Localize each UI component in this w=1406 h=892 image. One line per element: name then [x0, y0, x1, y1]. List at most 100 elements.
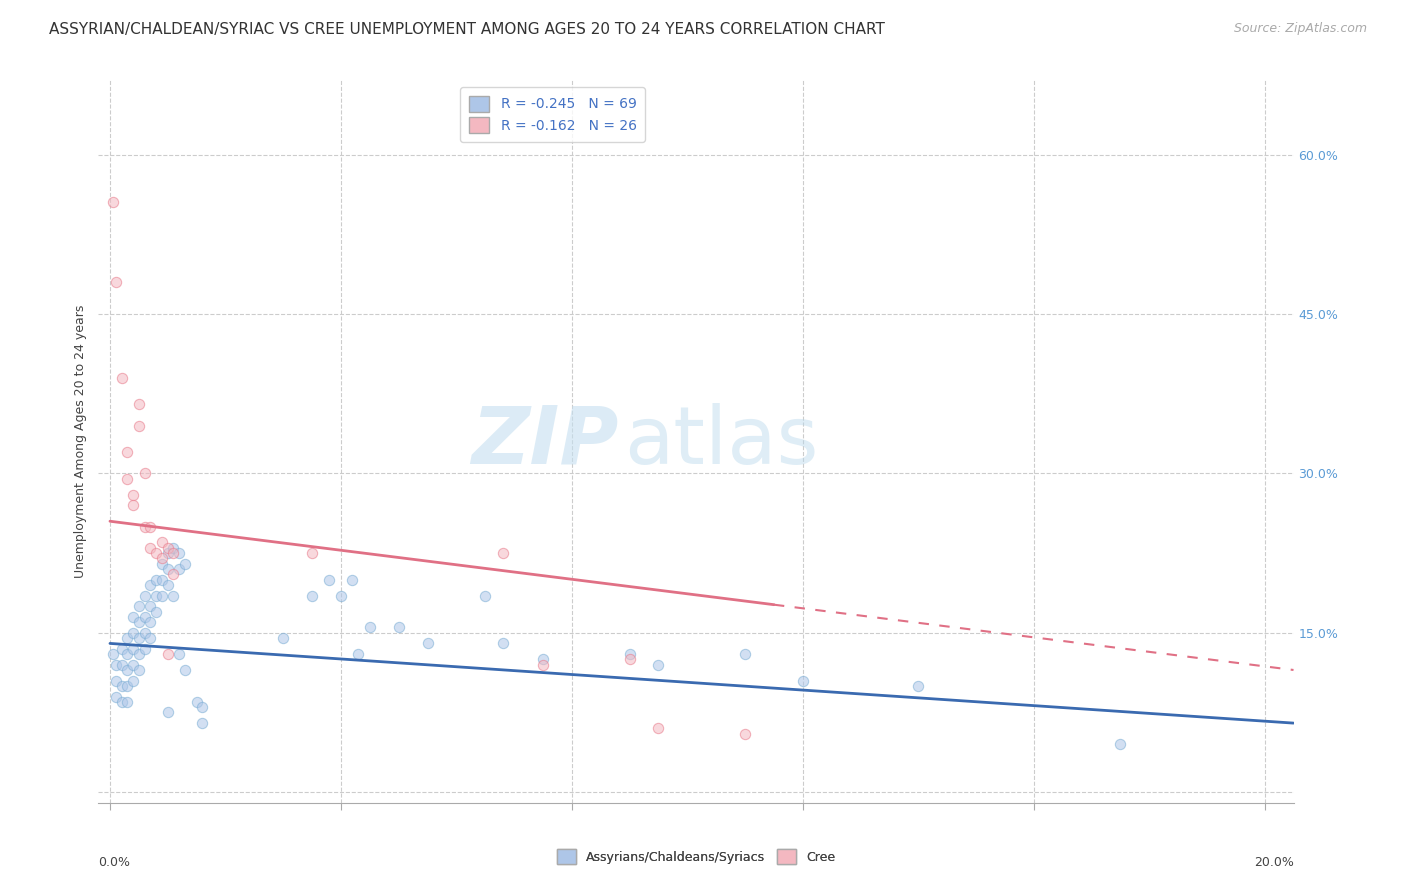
Point [174, 557, 197, 571]
Text: ASSYRIAN/CHALDEAN/SYRIAC VS CREE UNEMPLOYMENT AMONG AGES 20 TO 24 YEARS CORRELAT: ASSYRIAN/CHALDEAN/SYRIAC VS CREE UNEMPLO… [49, 22, 886, 37]
Point [792, 673, 814, 688]
Point [139, 599, 162, 614]
Point [167, 647, 190, 661]
Point [191, 700, 214, 714]
Point [156, 541, 179, 555]
Point [122, 641, 145, 656]
Point [128, 647, 150, 661]
Point [416, 636, 439, 650]
Point [139, 578, 162, 592]
Point [134, 467, 156, 481]
Point [104, 657, 127, 672]
Point [104, 275, 127, 289]
Point [122, 657, 145, 672]
Point [734, 647, 756, 661]
Point [122, 488, 145, 502]
Point [191, 716, 214, 731]
Point [162, 567, 184, 582]
Point [104, 673, 127, 688]
Point [174, 663, 197, 677]
Point [122, 625, 145, 640]
Point [619, 647, 641, 661]
Point [734, 727, 756, 741]
Point [271, 631, 294, 645]
Point [359, 620, 381, 634]
Point [139, 615, 162, 630]
Point [145, 546, 167, 560]
Point [156, 562, 179, 576]
Point [318, 573, 340, 587]
Point [117, 647, 139, 661]
Point [110, 657, 132, 672]
Point [110, 371, 132, 385]
Point [531, 652, 554, 666]
Point [388, 620, 411, 634]
Point [491, 636, 513, 650]
Point [139, 631, 162, 645]
Point [117, 695, 139, 709]
Text: atlas: atlas [624, 402, 818, 481]
Text: ZIP: ZIP [471, 402, 619, 481]
Point [128, 663, 150, 677]
Point [907, 679, 929, 693]
Point [128, 397, 150, 411]
Y-axis label: Unemployment Among Ages 20 to 24 years: Unemployment Among Ages 20 to 24 years [75, 305, 87, 578]
Point [128, 418, 150, 433]
Point [167, 546, 190, 560]
Point [110, 695, 132, 709]
Point [134, 519, 156, 533]
Point [186, 695, 208, 709]
Point [347, 647, 370, 661]
Text: 20.0%: 20.0% [1254, 856, 1294, 870]
Point [1109, 737, 1132, 751]
Point [134, 610, 156, 624]
Point [128, 615, 150, 630]
Point [647, 657, 669, 672]
Point [122, 673, 145, 688]
Point [117, 631, 139, 645]
Point [110, 679, 132, 693]
Point [301, 546, 323, 560]
Point [145, 589, 167, 603]
Point [122, 610, 145, 624]
Point [122, 498, 145, 512]
Point [619, 652, 641, 666]
Point [342, 573, 364, 587]
Point [134, 641, 156, 656]
Point [162, 546, 184, 560]
Text: Source: ZipAtlas.com: Source: ZipAtlas.com [1233, 22, 1367, 36]
Point [162, 541, 184, 555]
Point [139, 541, 162, 555]
Point [156, 706, 179, 720]
Point [117, 472, 139, 486]
Point [139, 519, 162, 533]
Point [329, 589, 352, 603]
Point [128, 631, 150, 645]
Point [301, 589, 323, 603]
Point [145, 605, 167, 619]
Point [491, 546, 513, 560]
Point [531, 657, 554, 672]
Point [167, 562, 190, 576]
Point [647, 722, 669, 736]
Point [150, 557, 173, 571]
Point [145, 573, 167, 587]
Point [110, 641, 132, 656]
Point [474, 589, 496, 603]
Point [117, 663, 139, 677]
Text: 0.0%: 0.0% [98, 856, 131, 870]
Point [150, 535, 173, 549]
Point [128, 599, 150, 614]
Point [101, 195, 124, 210]
Legend: Assyrians/Chaldeans/Syriacs, Cree: Assyrians/Chaldeans/Syriacs, Cree [551, 845, 841, 869]
Point [101, 647, 124, 661]
Point [117, 679, 139, 693]
Point [150, 589, 173, 603]
Point [156, 578, 179, 592]
Point [134, 625, 156, 640]
Point [162, 589, 184, 603]
Point [150, 573, 173, 587]
Point [117, 445, 139, 459]
Point [156, 546, 179, 560]
Point [104, 690, 127, 704]
